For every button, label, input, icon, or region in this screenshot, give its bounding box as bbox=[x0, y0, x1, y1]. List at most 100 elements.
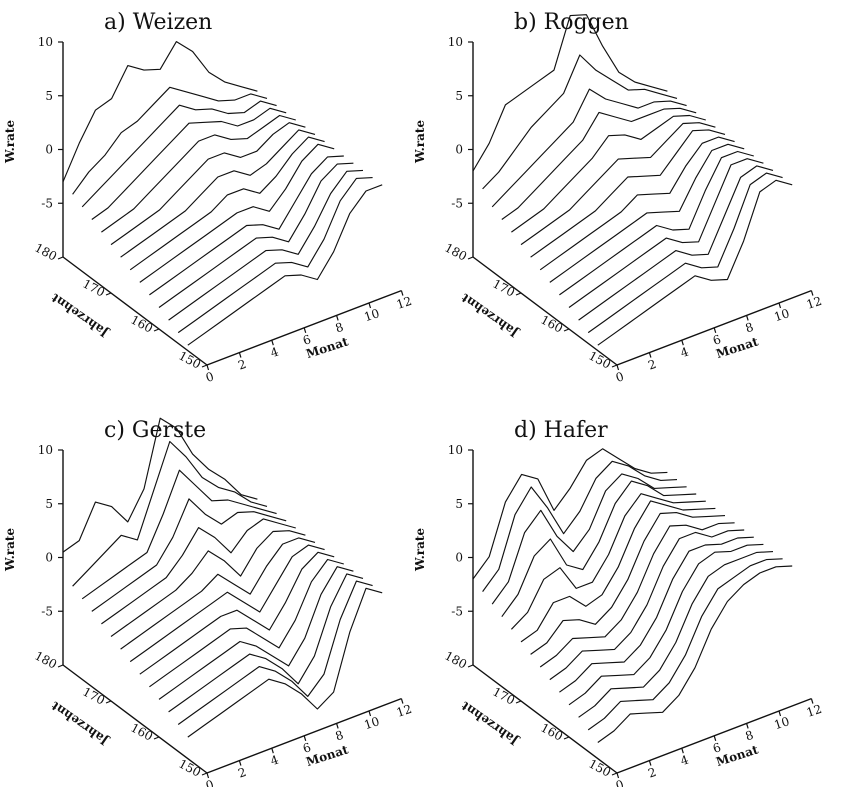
x-tick-mark bbox=[336, 723, 339, 729]
z-tick-label: 0 bbox=[45, 551, 53, 565]
x-tick-mark bbox=[681, 340, 684, 346]
series-line-174 bbox=[501, 480, 697, 618]
series-line-168 bbox=[530, 129, 726, 258]
series-line-158 bbox=[578, 165, 774, 321]
series-line-154 bbox=[597, 565, 793, 743]
x-tick-mark bbox=[271, 340, 274, 346]
x-tick-label: 4 bbox=[269, 752, 281, 768]
series-line-176 bbox=[81, 100, 277, 208]
x-tick-mark bbox=[368, 710, 372, 717]
z-tick-label: 10 bbox=[448, 443, 463, 457]
x-tick-label: 10 bbox=[362, 714, 381, 732]
series-line-178 bbox=[72, 440, 268, 587]
x-tick-mark bbox=[713, 327, 717, 333]
y-tick-mark bbox=[563, 736, 570, 740]
x-axis-label: Monat bbox=[304, 742, 350, 769]
x-tick-label: 0 bbox=[204, 369, 216, 385]
x-tick-label: 0 bbox=[614, 777, 626, 787]
x-tick-mark bbox=[778, 302, 782, 309]
y-axis-line bbox=[62, 256, 208, 366]
series-line-160 bbox=[568, 158, 764, 308]
x-tick-mark bbox=[400, 290, 404, 296]
x-tick-label: 4 bbox=[269, 344, 281, 360]
y-axis-label: Jahrzehnt bbox=[48, 698, 111, 748]
series-line-170 bbox=[110, 530, 306, 637]
x-tick-label: 2 bbox=[646, 357, 658, 373]
x-tick-label: 0 bbox=[614, 369, 626, 385]
series-line-172 bbox=[510, 493, 706, 630]
x-tick-label: 4 bbox=[679, 752, 691, 768]
series-line-156 bbox=[587, 558, 783, 731]
x-tick-label: 8 bbox=[744, 728, 756, 744]
series-line-178 bbox=[72, 86, 268, 195]
series-line-164 bbox=[139, 551, 335, 675]
x-axis-label: Monat bbox=[714, 334, 760, 361]
x-tick-mark bbox=[810, 290, 814, 296]
y-tick-label: 180 bbox=[442, 241, 469, 264]
series-line-160 bbox=[568, 543, 764, 706]
z-tick-label: 0 bbox=[45, 143, 53, 157]
series-line-156 bbox=[587, 172, 783, 334]
x-tick-mark bbox=[336, 315, 339, 321]
x-tick-label: 8 bbox=[744, 320, 756, 336]
series-line-176 bbox=[491, 473, 687, 605]
x-tick-mark bbox=[681, 748, 684, 754]
series-line-180 bbox=[472, 14, 668, 172]
x-tick-label: 6 bbox=[711, 332, 723, 348]
series-line-170 bbox=[110, 122, 306, 246]
y-tick-label: 170 bbox=[80, 685, 107, 708]
y-tick-mark bbox=[105, 700, 112, 704]
x-tick-label: 6 bbox=[301, 740, 313, 756]
series-line-166 bbox=[129, 544, 325, 663]
y-axis-label: Jahrzehnt bbox=[458, 290, 521, 340]
y-tick-mark bbox=[611, 364, 618, 368]
y-tick-label: 150 bbox=[176, 349, 203, 372]
y-tick-label: 150 bbox=[586, 757, 613, 780]
x-tick-mark bbox=[368, 302, 372, 309]
series-line-164 bbox=[549, 143, 745, 283]
series-line-178 bbox=[482, 54, 678, 190]
x-tick-label: 12 bbox=[805, 294, 824, 312]
series-line-162 bbox=[149, 155, 344, 296]
series-line-176 bbox=[81, 469, 277, 600]
series-line-174 bbox=[501, 107, 697, 220]
x-tick-label: 12 bbox=[395, 702, 414, 720]
series-line-180 bbox=[62, 41, 258, 183]
series-line-174 bbox=[91, 498, 287, 612]
z-tick-label: 5 bbox=[455, 497, 463, 511]
y-tick-mark bbox=[201, 364, 208, 368]
y-tick-mark bbox=[153, 328, 160, 332]
z-tick-label: 0 bbox=[455, 551, 463, 565]
z-axis-label: W.rate bbox=[3, 120, 17, 164]
y-tick-mark bbox=[57, 256, 64, 260]
series-line-154 bbox=[597, 179, 793, 346]
x-tick-mark bbox=[746, 315, 749, 321]
series-line-168 bbox=[120, 537, 316, 650]
y-tick-mark bbox=[201, 772, 208, 776]
series-line-154 bbox=[187, 587, 383, 738]
x-tick-mark bbox=[616, 772, 620, 779]
series-line-166 bbox=[539, 136, 735, 271]
x-tick-mark bbox=[746, 723, 749, 729]
y-axis-line bbox=[62, 664, 208, 774]
x-axis-label: Monat bbox=[714, 742, 760, 769]
series-line-162 bbox=[149, 558, 344, 688]
series-line-170 bbox=[520, 500, 716, 643]
x-tick-label: 10 bbox=[772, 714, 791, 732]
series-line-160 bbox=[158, 162, 354, 308]
y-axis-line bbox=[472, 664, 618, 774]
x-tick-label: 12 bbox=[805, 702, 824, 720]
x-tick-mark bbox=[648, 352, 652, 358]
y-tick-mark bbox=[57, 664, 64, 668]
series-line-164 bbox=[549, 529, 745, 681]
y-tick-mark bbox=[515, 292, 522, 296]
series-line-156 bbox=[177, 580, 373, 725]
series-line-166 bbox=[539, 522, 735, 668]
series-line-172 bbox=[511, 114, 706, 233]
y-axis-line bbox=[472, 256, 618, 366]
z-axis-label: W.rate bbox=[413, 120, 427, 164]
x-tick-label: 4 bbox=[679, 344, 691, 360]
x-axis-label: Monat bbox=[304, 334, 350, 361]
x-tick-label: 2 bbox=[236, 357, 248, 373]
